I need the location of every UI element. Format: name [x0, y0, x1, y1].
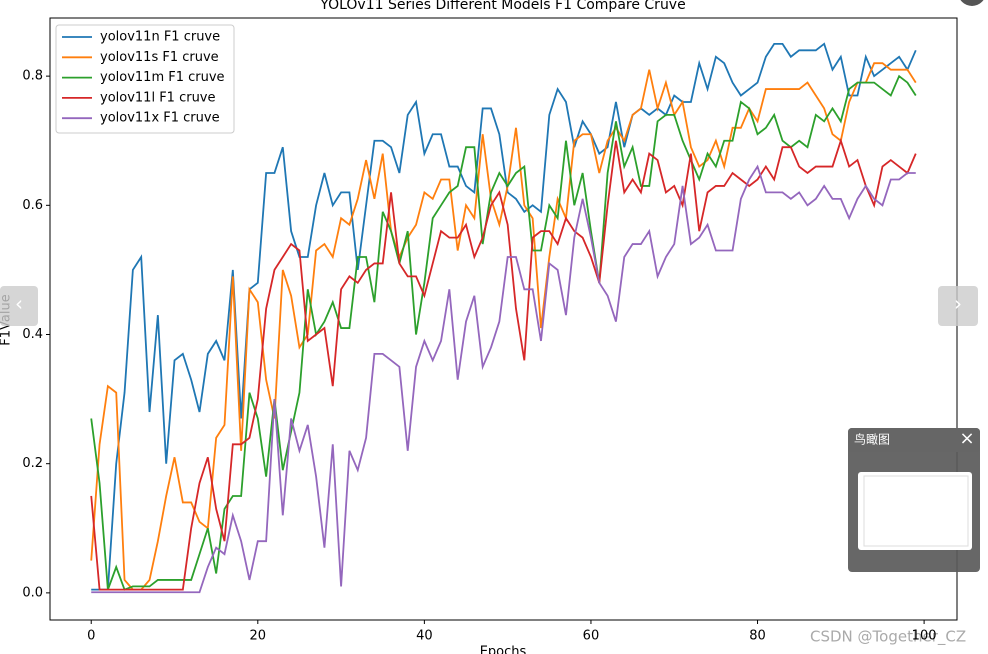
next-icon[interactable]: ›	[954, 292, 962, 316]
series-line	[90, 62, 917, 591]
x-tick-label: 60	[583, 629, 600, 644]
x-tick-label: 80	[749, 629, 766, 644]
legend-label: yolov11l F1 cruve	[100, 90, 216, 105]
legend: yolov11n F1 cruve yolov11s F1 cruve yolov1…	[55, 24, 235, 134]
overview-thumbnail	[858, 472, 972, 550]
series-line	[91, 164, 916, 594]
prev-button[interactable]	[0, 286, 38, 326]
overview-close[interactable]: ×	[959, 428, 974, 449]
series-line	[91, 42, 917, 591]
legend-label: yolov11n F1 cruve	[100, 30, 220, 45]
series-line	[90, 137, 917, 591]
next-button[interactable]	[938, 286, 978, 326]
legend-label: yolov11x F1 cruve	[100, 111, 220, 126]
y-tick-label: 0.8	[22, 69, 43, 84]
prev-icon[interactable]: ‹	[15, 292, 23, 316]
x-tick-label: 20	[250, 629, 267, 644]
y-tick-label: 0.6	[22, 198, 43, 213]
y-tick-label: 0.2	[22, 456, 43, 471]
x-axis-label: Epochs	[480, 645, 527, 654]
top-button[interactable]	[958, 0, 986, 6]
x-tick-label: 40	[416, 629, 433, 644]
chart-title: YOLOv11 Series Different Models F1 Compa…	[319, 0, 685, 13]
x-tick-label: 0	[87, 629, 95, 644]
overview-panel: 鸟瞰图 ×	[848, 428, 980, 572]
y-tick-label: 0.0	[22, 585, 43, 600]
overview-header	[848, 428, 980, 452]
overview-title: 鸟瞰图	[854, 432, 890, 447]
legend-label: yolov11s F1 cruve	[100, 50, 219, 65]
thumbnail-frame	[863, 475, 969, 547]
y-tick-label: 0.4	[22, 327, 43, 342]
watermark: CSDN @Together_CZ	[810, 628, 966, 647]
legend-label: yolov11m F1 cruve	[100, 70, 225, 85]
series-line	[90, 74, 917, 591]
x-tick-label: 100	[912, 629, 937, 644]
legend-box	[55, 24, 235, 134]
